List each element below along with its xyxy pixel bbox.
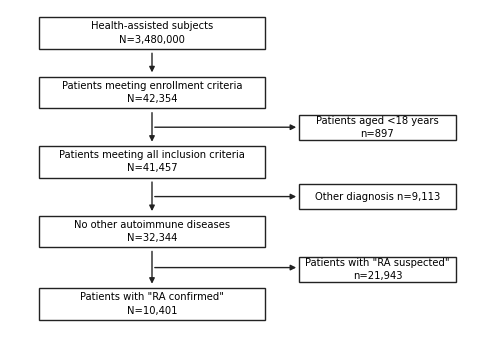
FancyBboxPatch shape <box>40 288 264 319</box>
FancyBboxPatch shape <box>40 146 264 178</box>
Text: Other diagnosis n=9,113: Other diagnosis n=9,113 <box>315 191 440 202</box>
Text: Health-assisted subjects
N=3,480,000: Health-assisted subjects N=3,480,000 <box>91 22 213 45</box>
FancyBboxPatch shape <box>299 115 456 140</box>
FancyBboxPatch shape <box>40 216 264 247</box>
Text: Patients with "RA confirmed"
N=10,401: Patients with "RA confirmed" N=10,401 <box>80 292 224 315</box>
Text: Patients meeting all inclusion criteria
N=41,457: Patients meeting all inclusion criteria … <box>59 150 245 174</box>
FancyBboxPatch shape <box>40 77 264 108</box>
Text: Patients aged <18 years
n=897: Patients aged <18 years n=897 <box>316 116 439 139</box>
Text: No other autoimmune diseases
N=32,344: No other autoimmune diseases N=32,344 <box>74 220 230 243</box>
FancyBboxPatch shape <box>299 184 456 209</box>
Text: Patients meeting enrollment criteria
N=42,354: Patients meeting enrollment criteria N=4… <box>62 81 242 104</box>
FancyBboxPatch shape <box>40 18 264 49</box>
FancyBboxPatch shape <box>299 257 456 282</box>
Text: Patients with "RA suspected"
n=21,943: Patients with "RA suspected" n=21,943 <box>305 257 450 281</box>
